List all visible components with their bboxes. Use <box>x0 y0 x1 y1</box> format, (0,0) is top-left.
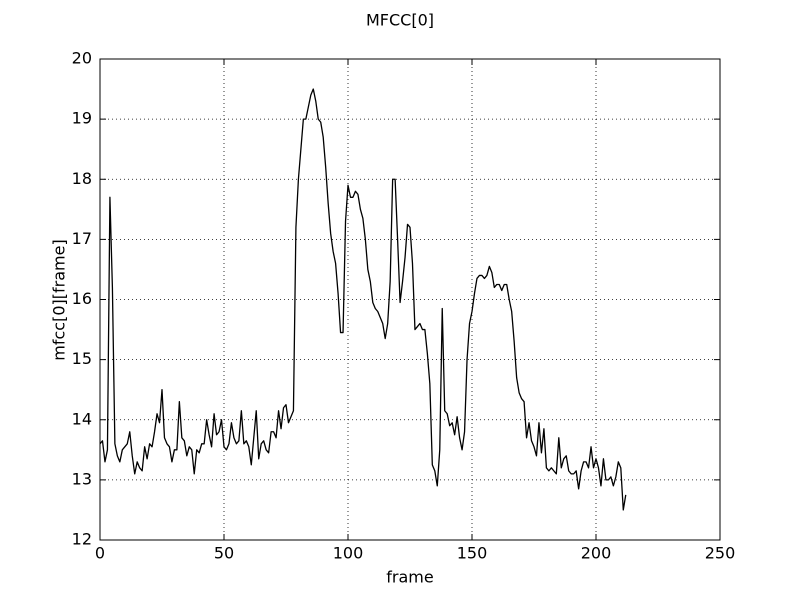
y-tick-label: 18 <box>72 169 92 188</box>
y-tick-label: 20 <box>72 49 92 68</box>
y-tick-label: 12 <box>72 530 92 549</box>
x-tick-label: 50 <box>214 544 234 563</box>
data-line <box>99 88 627 511</box>
y-tick-label: 15 <box>72 349 92 368</box>
y-tick-label: 16 <box>72 289 92 308</box>
x-axis-label: frame <box>386 568 433 587</box>
x-tick-label: 150 <box>457 544 488 563</box>
x-tick-label: 100 <box>333 544 364 563</box>
y-tick-label: 14 <box>72 409 92 428</box>
y-tick-label: 13 <box>72 469 92 488</box>
x-tick-label: 250 <box>705 544 736 563</box>
x-tick-label: 0 <box>95 544 105 563</box>
y-tick-label: 17 <box>72 229 92 248</box>
x-tick-label: 200 <box>581 544 612 563</box>
plot-frame <box>99 58 721 541</box>
y-tick-label: 19 <box>72 109 92 128</box>
y-axis-label: mfcc[0][frame] <box>50 239 69 360</box>
chart-title: MFCC[0] <box>366 11 434 30</box>
